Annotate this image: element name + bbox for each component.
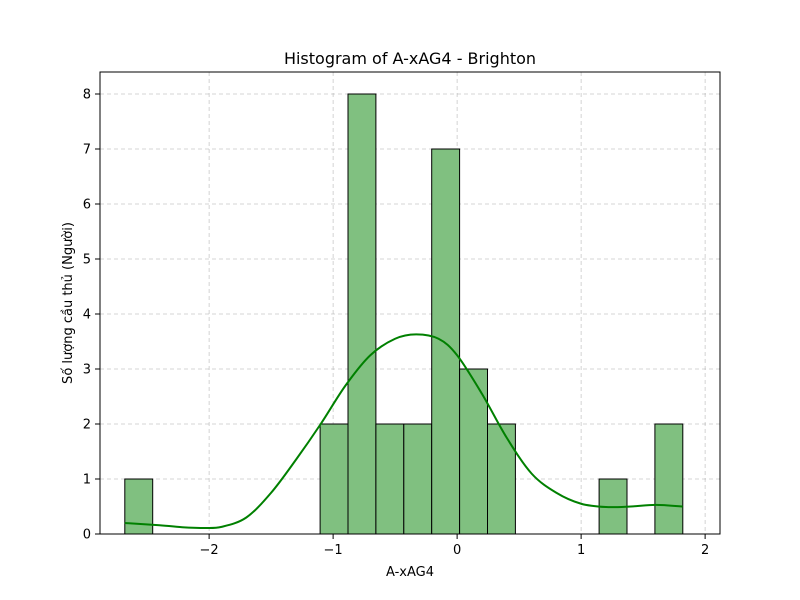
y-tick-label: 8 xyxy=(83,88,91,103)
y-tick-label: 3 xyxy=(83,363,91,378)
histogram-bar xyxy=(347,93,377,535)
histogram-bar xyxy=(124,478,154,535)
x-axis-ticks: −2 −1 0 1 2 xyxy=(200,534,709,558)
y-tick-label: 6 xyxy=(83,198,91,213)
histogram-bar xyxy=(487,423,516,535)
x-axis-label: A-xAG4 xyxy=(386,565,434,580)
x-tick-label: 1 xyxy=(577,543,585,558)
histogram-bar xyxy=(459,368,489,535)
y-tick-label: 0 xyxy=(83,528,91,543)
histogram-bar xyxy=(375,423,405,535)
histogram-bar xyxy=(654,423,684,535)
histogram-bars xyxy=(124,93,684,535)
chart-title: Histogram of A-xAG4 - Brighton xyxy=(284,49,536,68)
x-tick-label: 2 xyxy=(701,543,709,558)
histogram-bar xyxy=(403,423,433,535)
y-tick-label: 2 xyxy=(83,418,91,433)
y-axis-label: Số lượng cầu thủ (Người) xyxy=(61,222,76,384)
y-axis-ticks: 0 1 2 3 4 5 6 7 8 xyxy=(83,88,100,543)
x-tick-label: −1 xyxy=(324,543,343,558)
y-tick-label: 4 xyxy=(83,308,91,323)
axes-frame xyxy=(99,71,721,535)
histogram-bar xyxy=(431,148,461,535)
y-tick-label: 7 xyxy=(83,143,91,158)
y-tick-label: 5 xyxy=(83,253,91,268)
x-tick-label: 0 xyxy=(453,543,461,558)
y-tick-label: 1 xyxy=(83,473,91,488)
x-tick-label: −2 xyxy=(200,543,219,558)
kde-curve xyxy=(124,333,683,530)
histogram-bar xyxy=(319,423,349,535)
